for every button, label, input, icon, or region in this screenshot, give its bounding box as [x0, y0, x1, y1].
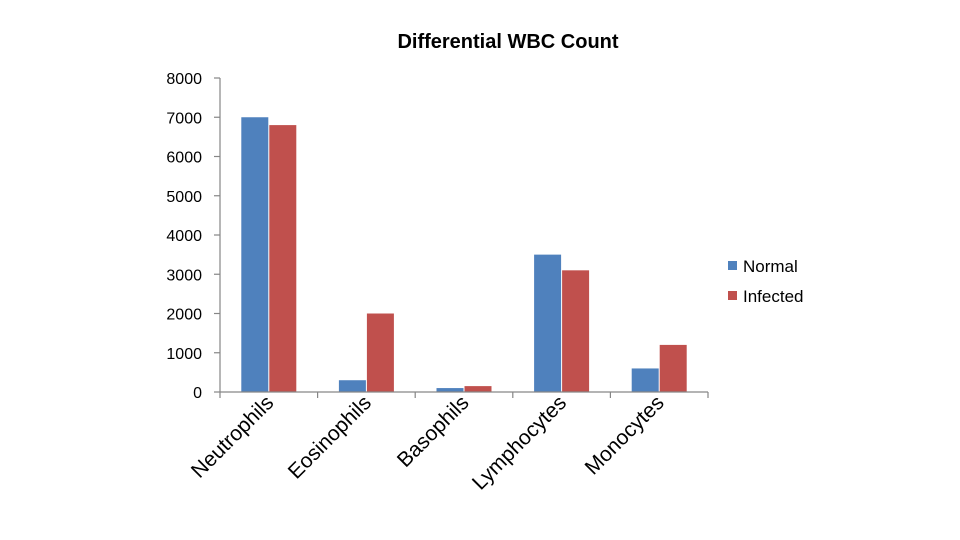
- y-tick-label: 3000: [166, 267, 202, 284]
- bar-infected-basophils: [464, 386, 492, 392]
- x-tick-label: Eosinophils: [284, 391, 376, 483]
- bar-normal-lymphocytes: [534, 254, 562, 392]
- x-axis: Neutrophils Eosinophils BasophilsLymphocyt…: [187, 391, 669, 494]
- bar-normal-basophils: [436, 388, 464, 392]
- y-tick-label: 6000: [166, 150, 202, 167]
- y-tick-label: 2000: [166, 307, 202, 324]
- bar-infected-eosinophils: [366, 313, 394, 392]
- x-tick-label: Monocytes: [581, 391, 669, 479]
- legend-label-normal: Normal: [743, 257, 798, 276]
- bar-infected-neutrophils: [269, 125, 297, 392]
- y-tick-label: 5000: [166, 189, 202, 206]
- x-tick-label: Basophils: [393, 391, 474, 472]
- y-tick-label: 0: [193, 385, 202, 402]
- y-tick-label: 4000: [166, 228, 202, 245]
- legend-label-infected: Infected: [743, 287, 804, 306]
- bar-normal-eosinophils: [338, 380, 366, 392]
- bar-normal-monocytes: [631, 368, 659, 392]
- legend-swatch-normal: [728, 261, 737, 270]
- y-tick-label: 7000: [166, 110, 202, 127]
- bar-infected-lymphocytes: [562, 270, 590, 392]
- y-tick-label: 8000: [166, 71, 202, 88]
- x-tick-label: Neutrophils: [187, 391, 278, 482]
- plot-area: [241, 117, 687, 392]
- bar-infected-monocytes: [659, 344, 687, 392]
- chart-title: Differential WBC Count: [397, 31, 618, 53]
- bar-normal-neutrophils: [241, 117, 269, 392]
- legend-swatch-infected: [728, 291, 737, 300]
- y-tick-label: 1000: [166, 346, 202, 363]
- legend: Normal Infected: [728, 257, 804, 306]
- x-tick-label: Lymphocytes: [468, 391, 571, 494]
- axes: [219, 78, 709, 398]
- y-axis: 0 1000 2000 3000 4000 5000 6000 7000 8000: [166, 71, 220, 402]
